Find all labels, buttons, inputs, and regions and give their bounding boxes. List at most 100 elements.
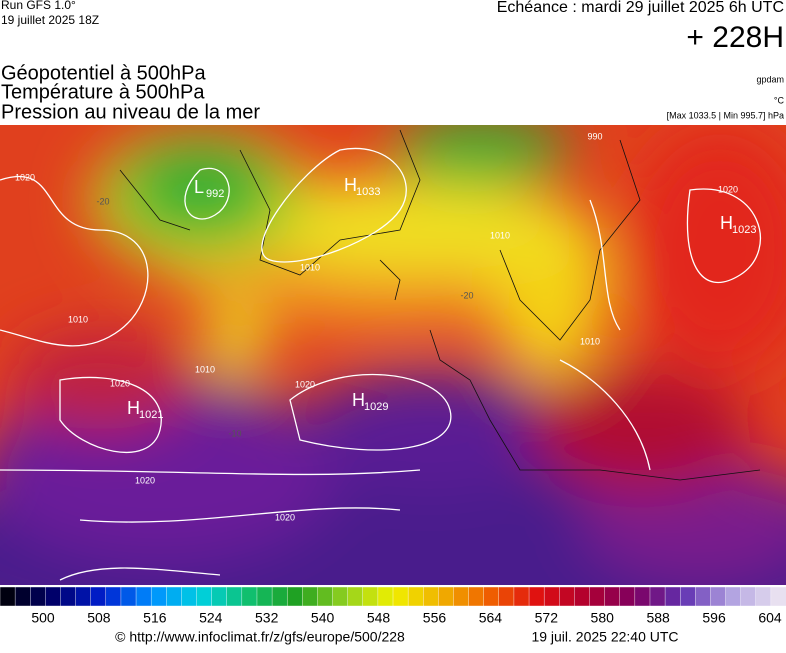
center-letter: H <box>720 213 733 233</box>
colorbar-tick-label: 596 <box>702 610 726 626</box>
isobar-label: 1020 <box>295 379 315 389</box>
colorbar-swatch <box>423 586 439 607</box>
colorbar-swatch <box>740 586 757 607</box>
colorbar-tick-label: 604 <box>758 610 782 626</box>
colorbar-swatch <box>181 586 197 607</box>
colorbar-swatch <box>347 586 364 607</box>
colorbar-swatch <box>755 586 772 607</box>
colorbar-swatch <box>60 586 77 607</box>
colorbar-swatch <box>105 586 122 607</box>
temperature-label: -20 <box>460 290 473 300</box>
colorbar-swatch <box>135 586 152 607</box>
colorbar-swatch <box>725 586 742 607</box>
unit-label: [Max 1033.5 | Min 995.7] hPa <box>667 110 784 120</box>
colorbar-tick-label: 564 <box>479 610 503 626</box>
colorbar-swatch <box>30 586 46 607</box>
colorbar-swatch <box>634 586 651 607</box>
colorbar-tick-label: 516 <box>143 610 167 626</box>
colorbar-tick-label: 556 <box>423 610 447 626</box>
isobar-label: 1010 <box>580 336 600 346</box>
center-letter: H <box>352 390 365 410</box>
isobar-label: 1010 <box>195 364 215 374</box>
colorbar-swatch <box>271 586 288 607</box>
isobar-label: 1010 <box>68 314 88 324</box>
center-letter: H <box>127 398 140 418</box>
center-value: 992 <box>206 188 224 200</box>
map-field <box>0 125 786 585</box>
isobar-label: 1010 <box>300 262 320 272</box>
pressure-center: H 1023 <box>720 213 756 236</box>
colorbar-swatch <box>664 586 681 607</box>
colorbar-swatch <box>120 586 137 607</box>
colorbar-swatch <box>438 586 454 607</box>
colorbar-swatch <box>166 586 182 607</box>
center-value: 1021 <box>139 409 163 421</box>
isobar-label: 1020 <box>15 172 35 182</box>
colorbar-tick-label: 524 <box>199 610 223 626</box>
colorbar-swatch <box>543 586 560 607</box>
colorbar-tick-label: 572 <box>535 610 559 626</box>
colorbar-swatch <box>679 586 696 607</box>
colorbar-tick-label: 508 <box>87 610 111 626</box>
unit-label: °C <box>774 95 785 105</box>
colorbar-swatch <box>649 586 666 607</box>
colorbar-swatch <box>256 586 273 607</box>
pressure-center: H 1033 <box>344 175 380 198</box>
colorbar-swatch <box>45 586 61 607</box>
colorbar-swatch <box>528 586 545 607</box>
colorbar-swatch <box>407 586 424 607</box>
unit-label: gpdam <box>756 74 784 84</box>
colorbar-swatch <box>196 586 213 607</box>
pressure-center: H 1029 <box>352 390 388 413</box>
colorbar-tick-label: 580 <box>591 610 615 626</box>
lead-time: + 228H <box>686 21 784 54</box>
run-date: 19 juillet 2025 18Z <box>1 13 99 27</box>
colorbar-swatch <box>90 586 107 607</box>
source-url: © http://www.infoclimat.fr/z/gfs/europe/… <box>115 629 405 645</box>
generated-time: 19 juil. 2025 22:40 UTC <box>531 629 678 645</box>
colorbar-swatch <box>574 586 591 607</box>
colorbar-swatch <box>710 586 727 607</box>
isobar-label: 1020 <box>718 184 738 194</box>
colorbar-tick-label: 500 <box>31 610 55 626</box>
colorbar-swatch <box>453 586 470 607</box>
colorbar-swatch <box>695 586 711 607</box>
isobar-label: 1020 <box>275 512 295 522</box>
colorbar-swatch <box>483 586 500 607</box>
center-letter: L <box>194 177 204 197</box>
isobars <box>0 147 762 581</box>
colorbar-swatch <box>286 586 303 607</box>
isobar-label: 990 <box>587 131 602 141</box>
isobar-label: 1010 <box>490 230 510 240</box>
colorbar-swatch <box>241 586 258 607</box>
layer-title: Géopotentiel à 500hPa <box>1 62 206 84</box>
colorbar-swatch <box>226 586 243 607</box>
colorbar-tick-label: 532 <box>255 610 279 626</box>
temperature-label: -10 <box>228 428 241 438</box>
colorbar-swatch <box>377 586 394 607</box>
isobar-label: 1020 <box>135 475 155 485</box>
colorbar-swatch <box>75 586 92 607</box>
colorbar-swatch <box>392 586 409 607</box>
colorbar-tick-label: 540 <box>311 610 335 626</box>
colorbar-swatch <box>468 586 485 607</box>
colorbar-swatch <box>770 586 786 607</box>
pressure-center: L 992 <box>194 177 224 200</box>
layer-title: Température à 500hPa <box>1 81 205 103</box>
colorbar-swatch <box>604 586 621 607</box>
colorbar-swatch <box>302 586 318 607</box>
colorbar: 500 508 516 524 532 540 548 556 564 572 580 588 596 6… <box>0 586 786 626</box>
temperature-label: -20 <box>96 196 109 206</box>
colorbar-swatch <box>589 586 606 607</box>
colorbar-swatch <box>332 586 349 607</box>
center-letter: H <box>344 175 357 195</box>
center-value: 1029 <box>364 401 388 413</box>
center-value: 1023 <box>732 224 756 236</box>
colorbar-swatch <box>150 586 167 607</box>
colorbar-swatch <box>559 586 575 607</box>
colorbar-swatch <box>0 586 16 607</box>
colorbar-swatch <box>14 586 31 607</box>
center-value: 1033 <box>356 186 380 198</box>
run-label: Run GFS 1.0° <box>1 0 76 12</box>
